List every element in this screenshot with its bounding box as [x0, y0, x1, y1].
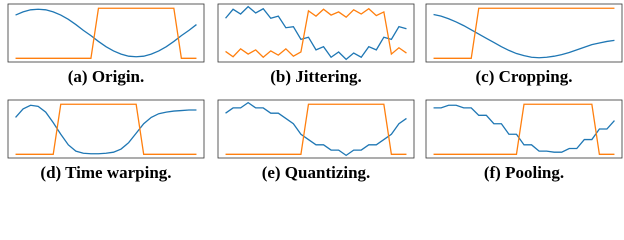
caption: (f) Pooling. — [484, 163, 564, 182]
caption: (d) Time warping. — [40, 163, 171, 182]
caption: (e) Quantizing. — [262, 163, 371, 182]
caption: (b) Jittering. — [270, 67, 362, 86]
series-line — [15, 7, 197, 59]
caption: (c) Cropping. — [476, 67, 573, 86]
series-line — [225, 101, 407, 157]
series-line — [15, 8, 197, 58]
plot-frame — [7, 3, 205, 63]
series-line — [433, 13, 615, 59]
series-line — [225, 7, 407, 59]
series-line — [15, 103, 197, 155]
plot-frame — [217, 99, 415, 159]
series-line — [433, 7, 615, 59]
series-line — [225, 103, 407, 155]
series-line — [433, 104, 615, 153]
plot-frame — [425, 99, 623, 159]
plot-frame — [425, 3, 623, 63]
series-line — [433, 103, 615, 155]
plot-frame — [217, 3, 415, 63]
series-line — [15, 104, 197, 155]
figure: (a) Origin. (b) Jittering. (c) Cropping. (d… — [7, 3, 623, 182]
plot-frame — [7, 99, 205, 159]
caption: (a) Origin. — [68, 67, 145, 86]
series-line — [225, 5, 407, 61]
